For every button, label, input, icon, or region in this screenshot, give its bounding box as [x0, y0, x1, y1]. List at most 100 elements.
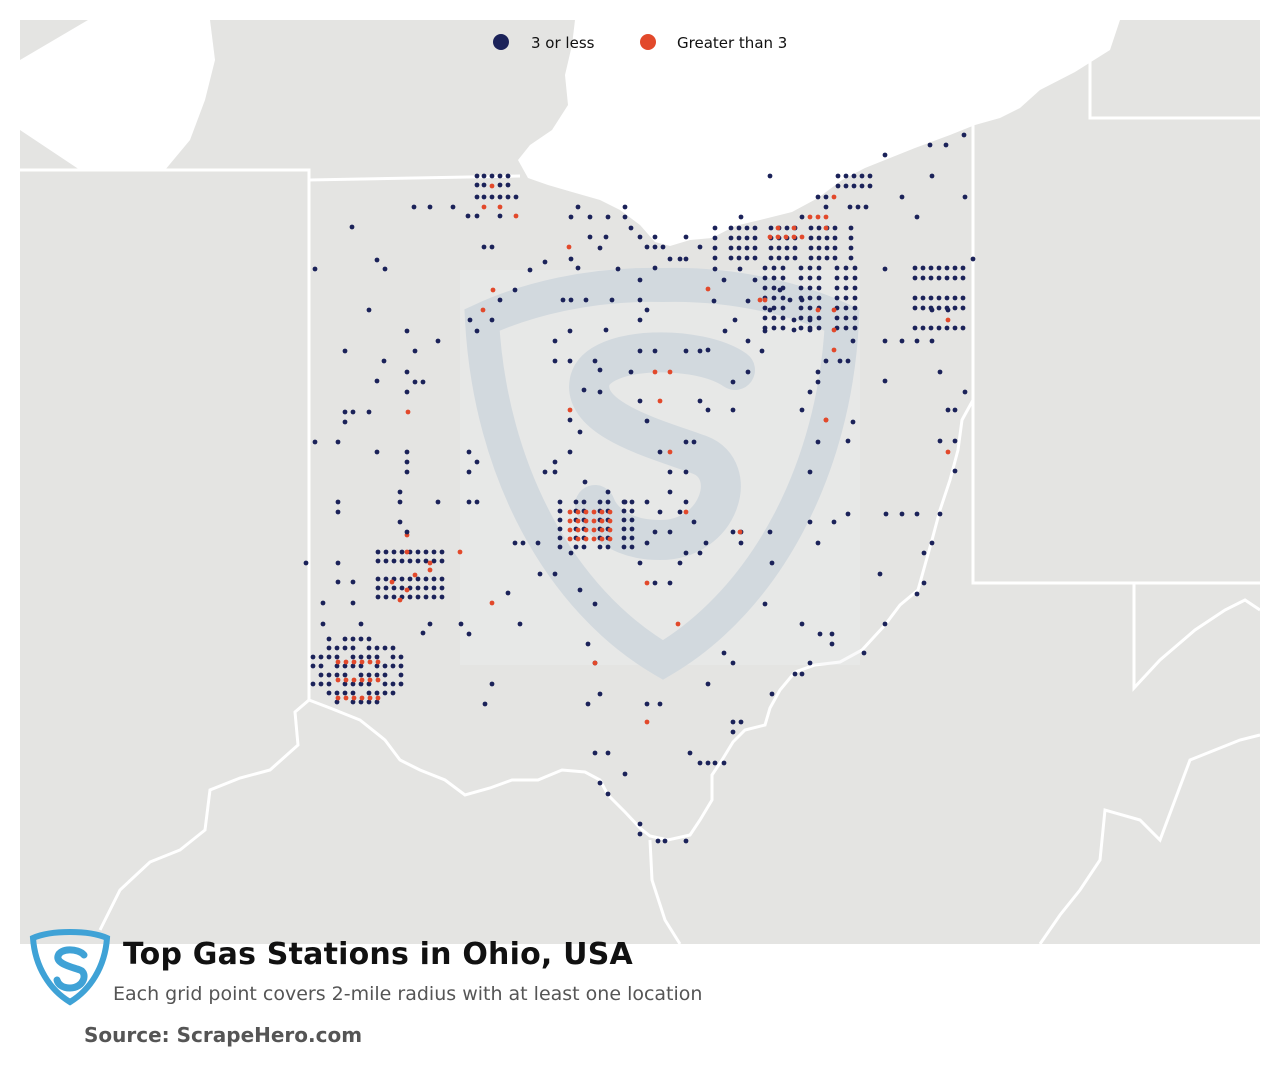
grid-point-greater-than-3	[705, 286, 711, 292]
grid-point-3-or-less	[342, 419, 348, 425]
grid-point-3-or-less	[622, 771, 628, 777]
grid-point-3-or-less	[575, 265, 581, 271]
grid-point-3-or-less	[592, 358, 598, 364]
grid-point-3-or-less	[705, 347, 711, 353]
grid-point-3-or-less	[366, 681, 372, 687]
grid-point-greater-than-3	[343, 695, 349, 701]
grid-point-3-or-less	[592, 750, 598, 756]
grid-point-3-or-less	[807, 285, 813, 291]
grid-point-3-or-less	[622, 214, 628, 220]
grid-point-3-or-less	[752, 225, 758, 231]
legend: 3 or less Greater than 3	[493, 34, 787, 52]
grid-point-3-or-less	[952, 275, 958, 281]
grid-point-3-or-less	[621, 544, 627, 550]
grid-point-3-or-less	[730, 729, 736, 735]
grid-point-3-or-less	[712, 760, 718, 766]
grid-point-3-or-less	[557, 526, 563, 532]
grid-point-3-or-less	[303, 560, 309, 566]
grid-point-greater-than-3	[823, 417, 829, 423]
grid-point-greater-than-3	[567, 527, 573, 533]
grid-point-3-or-less	[382, 266, 388, 272]
grid-point-3-or-less	[652, 265, 658, 271]
grid-point-greater-than-3	[359, 695, 365, 701]
grid-point-3-or-less	[667, 489, 673, 495]
grid-point-greater-than-3	[591, 518, 597, 524]
grid-point-3-or-less	[792, 671, 798, 677]
grid-point-3-or-less	[769, 691, 775, 697]
grid-point-3-or-less	[358, 663, 364, 669]
grid-point-3-or-less	[712, 235, 718, 241]
grid-point-3-or-less	[920, 295, 926, 301]
grid-point-3-or-less	[512, 540, 518, 546]
grid-point-greater-than-3	[815, 307, 821, 313]
grid-point-3-or-less	[342, 672, 348, 678]
grid-point-3-or-less	[784, 245, 790, 251]
grid-point-3-or-less	[350, 409, 356, 415]
grid-point-3-or-less	[835, 173, 841, 179]
grid-point-3-or-less	[412, 348, 418, 354]
grid-point-3-or-less	[415, 576, 421, 582]
grid-point-3-or-less	[697, 348, 703, 354]
grid-point-3-or-less	[657, 701, 663, 707]
grid-point-3-or-less	[799, 671, 805, 677]
grid-point-3-or-less	[798, 275, 804, 281]
grid-point-3-or-less	[466, 499, 472, 505]
grid-point-3-or-less	[581, 387, 587, 393]
grid-point-greater-than-3	[683, 509, 689, 515]
grid-point-3-or-less	[677, 560, 683, 566]
grid-point-3-or-less	[411, 204, 417, 210]
grid-point-3-or-less	[615, 266, 621, 272]
grid-point-3-or-less	[784, 255, 790, 261]
grid-point-3-or-less	[843, 265, 849, 271]
grid-point-3-or-less	[816, 285, 822, 291]
grid-point-3-or-less	[335, 499, 341, 505]
grid-point-3-or-less	[397, 499, 403, 505]
grid-point-3-or-less	[489, 173, 495, 179]
grid-point-3-or-less	[683, 838, 689, 844]
grid-point-3-or-less	[745, 369, 751, 375]
grid-point-3-or-less	[816, 225, 822, 231]
grid-point-3-or-less	[960, 265, 966, 271]
grid-point-3-or-less	[383, 585, 389, 591]
grid-point-3-or-less	[929, 540, 935, 546]
grid-point-3-or-less	[382, 681, 388, 687]
grid-point-3-or-less	[848, 255, 854, 261]
grid-point-3-or-less	[859, 183, 865, 189]
grid-point-3-or-less	[637, 348, 643, 354]
grid-point-3-or-less	[845, 438, 851, 444]
grid-point-3-or-less	[577, 587, 583, 593]
grid-point-3-or-less	[912, 325, 918, 331]
grid-point-3-or-less	[952, 265, 958, 271]
grid-point-greater-than-3	[599, 509, 605, 515]
grid-point-3-or-less	[374, 699, 380, 705]
grid-point-3-or-less	[834, 315, 840, 321]
grid-point-3-or-less	[350, 645, 356, 651]
grid-point-3-or-less	[730, 660, 736, 666]
grid-point-3-or-less	[542, 469, 548, 475]
grid-point-3-or-less	[762, 315, 768, 321]
grid-point-3-or-less	[807, 469, 813, 475]
grid-point-3-or-less	[431, 585, 437, 591]
grid-point-3-or-less	[929, 307, 935, 313]
grid-point-3-or-less	[644, 540, 650, 546]
grid-point-3-or-less	[374, 449, 380, 455]
grid-point-3-or-less	[952, 325, 958, 331]
grid-point-3-or-less	[342, 663, 348, 669]
grid-point-3-or-less	[342, 690, 348, 696]
grid-point-greater-than-3	[591, 509, 597, 515]
grid-point-3-or-less	[845, 358, 851, 364]
legend-marker-3-or-less	[493, 34, 509, 50]
grid-point-3-or-less	[320, 621, 326, 627]
grid-point-3-or-less	[458, 621, 464, 627]
grid-point-3-or-less	[335, 439, 341, 445]
grid-point-3-or-less	[587, 234, 593, 240]
grid-point-3-or-less	[823, 358, 829, 364]
grid-point-3-or-less	[335, 560, 341, 566]
grid-point-3-or-less	[366, 672, 372, 678]
grid-point-3-or-less	[730, 529, 736, 535]
grid-point-3-or-less	[877, 571, 883, 577]
grid-point-3-or-less	[466, 469, 472, 475]
grid-point-3-or-less	[855, 204, 861, 210]
grid-point-greater-than-3	[945, 449, 951, 455]
grid-point-3-or-less	[843, 295, 849, 301]
